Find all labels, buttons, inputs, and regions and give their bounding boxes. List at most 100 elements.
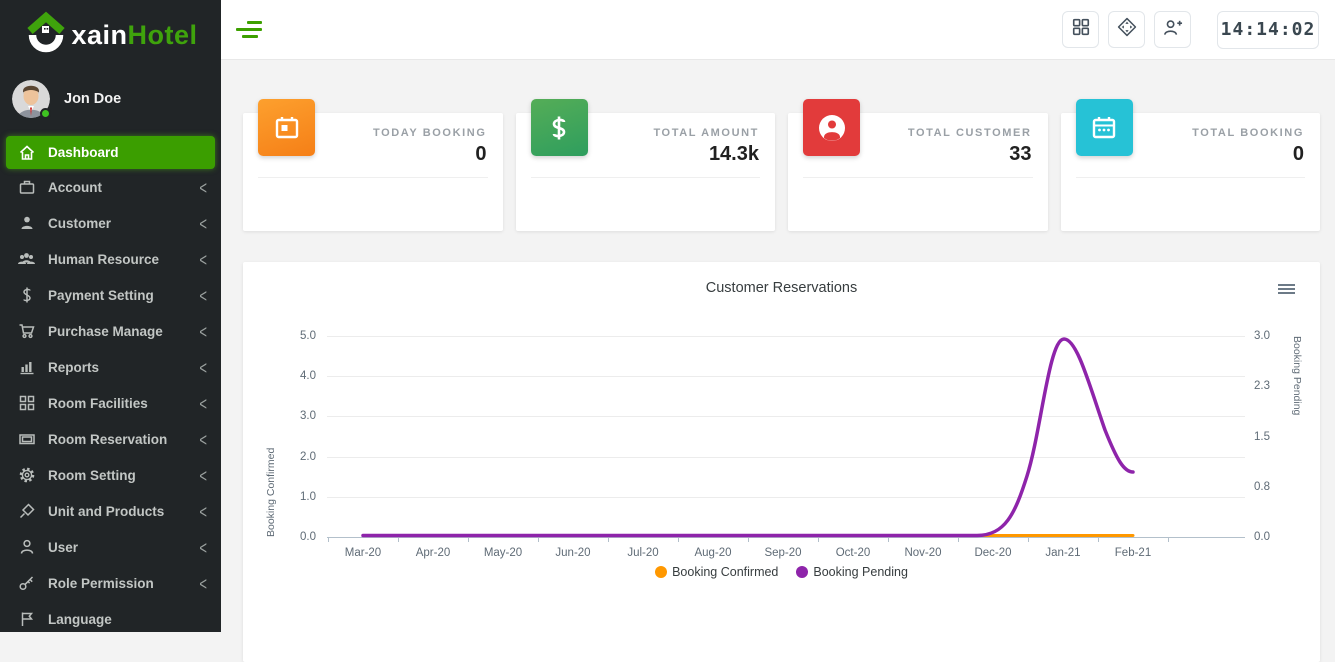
x-label: Sep-20 [764,547,802,559]
booking-pending-line [361,337,1135,538]
x-label: Jul-20 [627,547,659,559]
x-axis-line [327,537,1245,538]
legend-dot [796,566,809,578]
x-label: May-20 [483,547,523,559]
x-label: Jan-21 [1045,547,1081,559]
hotel-logo-icon [23,10,71,61]
stat-label: TOTAL CUSTOMER [907,127,1032,139]
chart-plot-area: 5.0 4.0 3.0 2.0 1.0 0.0 3.0 2.3 1.5 0.8 … [265,330,1303,559]
add-user-button[interactable] [1154,11,1191,48]
y-right-tick: 0.8 [1254,480,1270,493]
reservations-chart-card: Customer Reservations 5.0 4.0 3.0 2.0 1.… [243,262,1320,662]
stat-cards-row: TODAY BOOKING 0 TOTAL AMOUNT 14.3k [243,99,1320,231]
stat-label: TODAY BOOKING [372,127,487,139]
x-label: Jun-20 [555,547,591,559]
y-axis-title-right: Booking Pending [1291,336,1303,416]
brand-logo[interactable]: xainHotel [0,0,221,64]
cart-icon [17,322,36,340]
gridline [327,456,1245,458]
y-left-tick: 5.0 [300,330,316,342]
grid-icon [17,394,36,412]
room-icon [17,430,36,448]
sidebar-item-language[interactable]: Language [0,601,221,637]
stat-card-total-customer[interactable]: TOTAL CUSTOMER 33 [788,99,1048,231]
stat-card-total-amount[interactable]: TOTAL AMOUNT 14.3k [515,99,775,231]
user-name: Jon Doe [64,91,122,107]
person-plus-icon [1162,17,1183,43]
person-icon [17,214,36,232]
stat-card-today-booking[interactable]: TODAY BOOKING 0 [243,99,503,231]
sidebar: xainHotel Jon Doe Dashboard [0,0,221,632]
stat-value: 33 [1009,143,1032,165]
divider [530,177,760,178]
x-label: Aug-20 [694,547,732,559]
avatar [12,80,51,119]
apps-grid-button[interactable] [1062,11,1099,48]
stat-card-total-booking[interactable]: TOTAL BOOKING 0 [1060,99,1320,231]
gridline [327,336,1245,337]
topbar: 14:14:02 [221,0,1335,60]
bar-chart-icon [17,358,36,376]
people-group-icon [17,250,36,268]
sidebar-item-role-permission[interactable]: Role Permission < [0,565,221,601]
x-label: Dec-20 [974,547,1012,559]
sidebar-item-unit-and-products[interactable]: Unit and Products < [0,493,221,529]
gridline [327,416,1245,418]
sidebar-toggle-button[interactable] [236,17,263,42]
chart-title: Customer Reservations [705,280,858,296]
sidebar-item-room-reservation[interactable]: Room Reservation < [0,421,221,457]
online-status-dot [40,108,51,119]
legend-booking-confirmed[interactable]: Booking Confirmed [655,565,778,579]
y-axis-title-left: Booking Confirmed [265,447,277,537]
legend-booking-pending[interactable]: Booking Pending [796,565,908,579]
y-left-tick: 2.0 [300,450,316,463]
y-right-tick: 2.3 [1254,380,1270,393]
sidebar-item-purchase-manage[interactable]: Purchase Manage < [0,313,221,349]
divider [258,177,488,178]
sidebar-item-user[interactable]: User < [0,529,221,565]
person-icon [803,99,860,156]
sidebar-item-room-facilities[interactable]: Room Facilities < [0,385,221,421]
sidebar-item-room-setting[interactable]: Room Setting < [0,457,221,493]
divider [1075,177,1305,178]
gear-icon [17,466,36,484]
flag-icon [17,610,36,628]
dollar-icon [17,286,36,304]
y-right-tick: 1.5 [1254,430,1270,443]
chart-menu-icon[interactable] [1278,282,1295,296]
calendar-dots-icon [1075,99,1133,156]
x-label: Mar-20 [344,547,382,559]
brand-name: xainHotel [71,19,198,50]
calendar-icon [258,99,315,156]
user-outline-icon [17,538,36,556]
digital-clock: 14:14:02 [1217,10,1319,49]
y-left-tick: 3.0 [300,410,316,423]
y-right-tick: 3.0 [1254,330,1270,342]
stat-label: TOTAL BOOKING [1192,127,1304,139]
sidebar-item-customer[interactable]: Customer < [0,205,221,241]
diamond-move-icon [1116,16,1138,43]
main-area: 14:14:02 TODAY BOOKING 0 [221,0,1335,662]
user-profile[interactable]: Jon Doe [0,64,221,132]
sidebar-item-payment-setting[interactable]: Payment Setting < [0,277,221,313]
x-label: Nov-20 [904,547,942,559]
series-lines [361,337,1135,538]
x-label: Apr-20 [415,547,451,559]
briefcase-icon [17,178,36,196]
sidebar-item-dashboard[interactable]: Dashboard [6,136,215,169]
sidebar-item-human-resource[interactable]: Human Resource < [0,241,221,277]
stat-value: 0 [475,143,487,165]
y-right-tick: 0.0 [1254,531,1270,543]
gridline [327,496,1245,498]
pin-icon [17,502,36,520]
fullscreen-button[interactable] [1108,11,1145,48]
sidebar-item-reports[interactable]: Reports < [0,349,221,385]
y-left-tick: 4.0 [300,370,316,383]
x-label: Oct-20 [835,547,871,559]
sidebar-item-account[interactable]: Account < [0,169,221,205]
y-left-tick: 1.0 [300,490,316,503]
grid-icon [1071,17,1091,42]
key-icon [17,574,36,592]
stat-label: TOTAL AMOUNT [653,127,759,139]
stat-value: 14.3k [708,143,759,165]
